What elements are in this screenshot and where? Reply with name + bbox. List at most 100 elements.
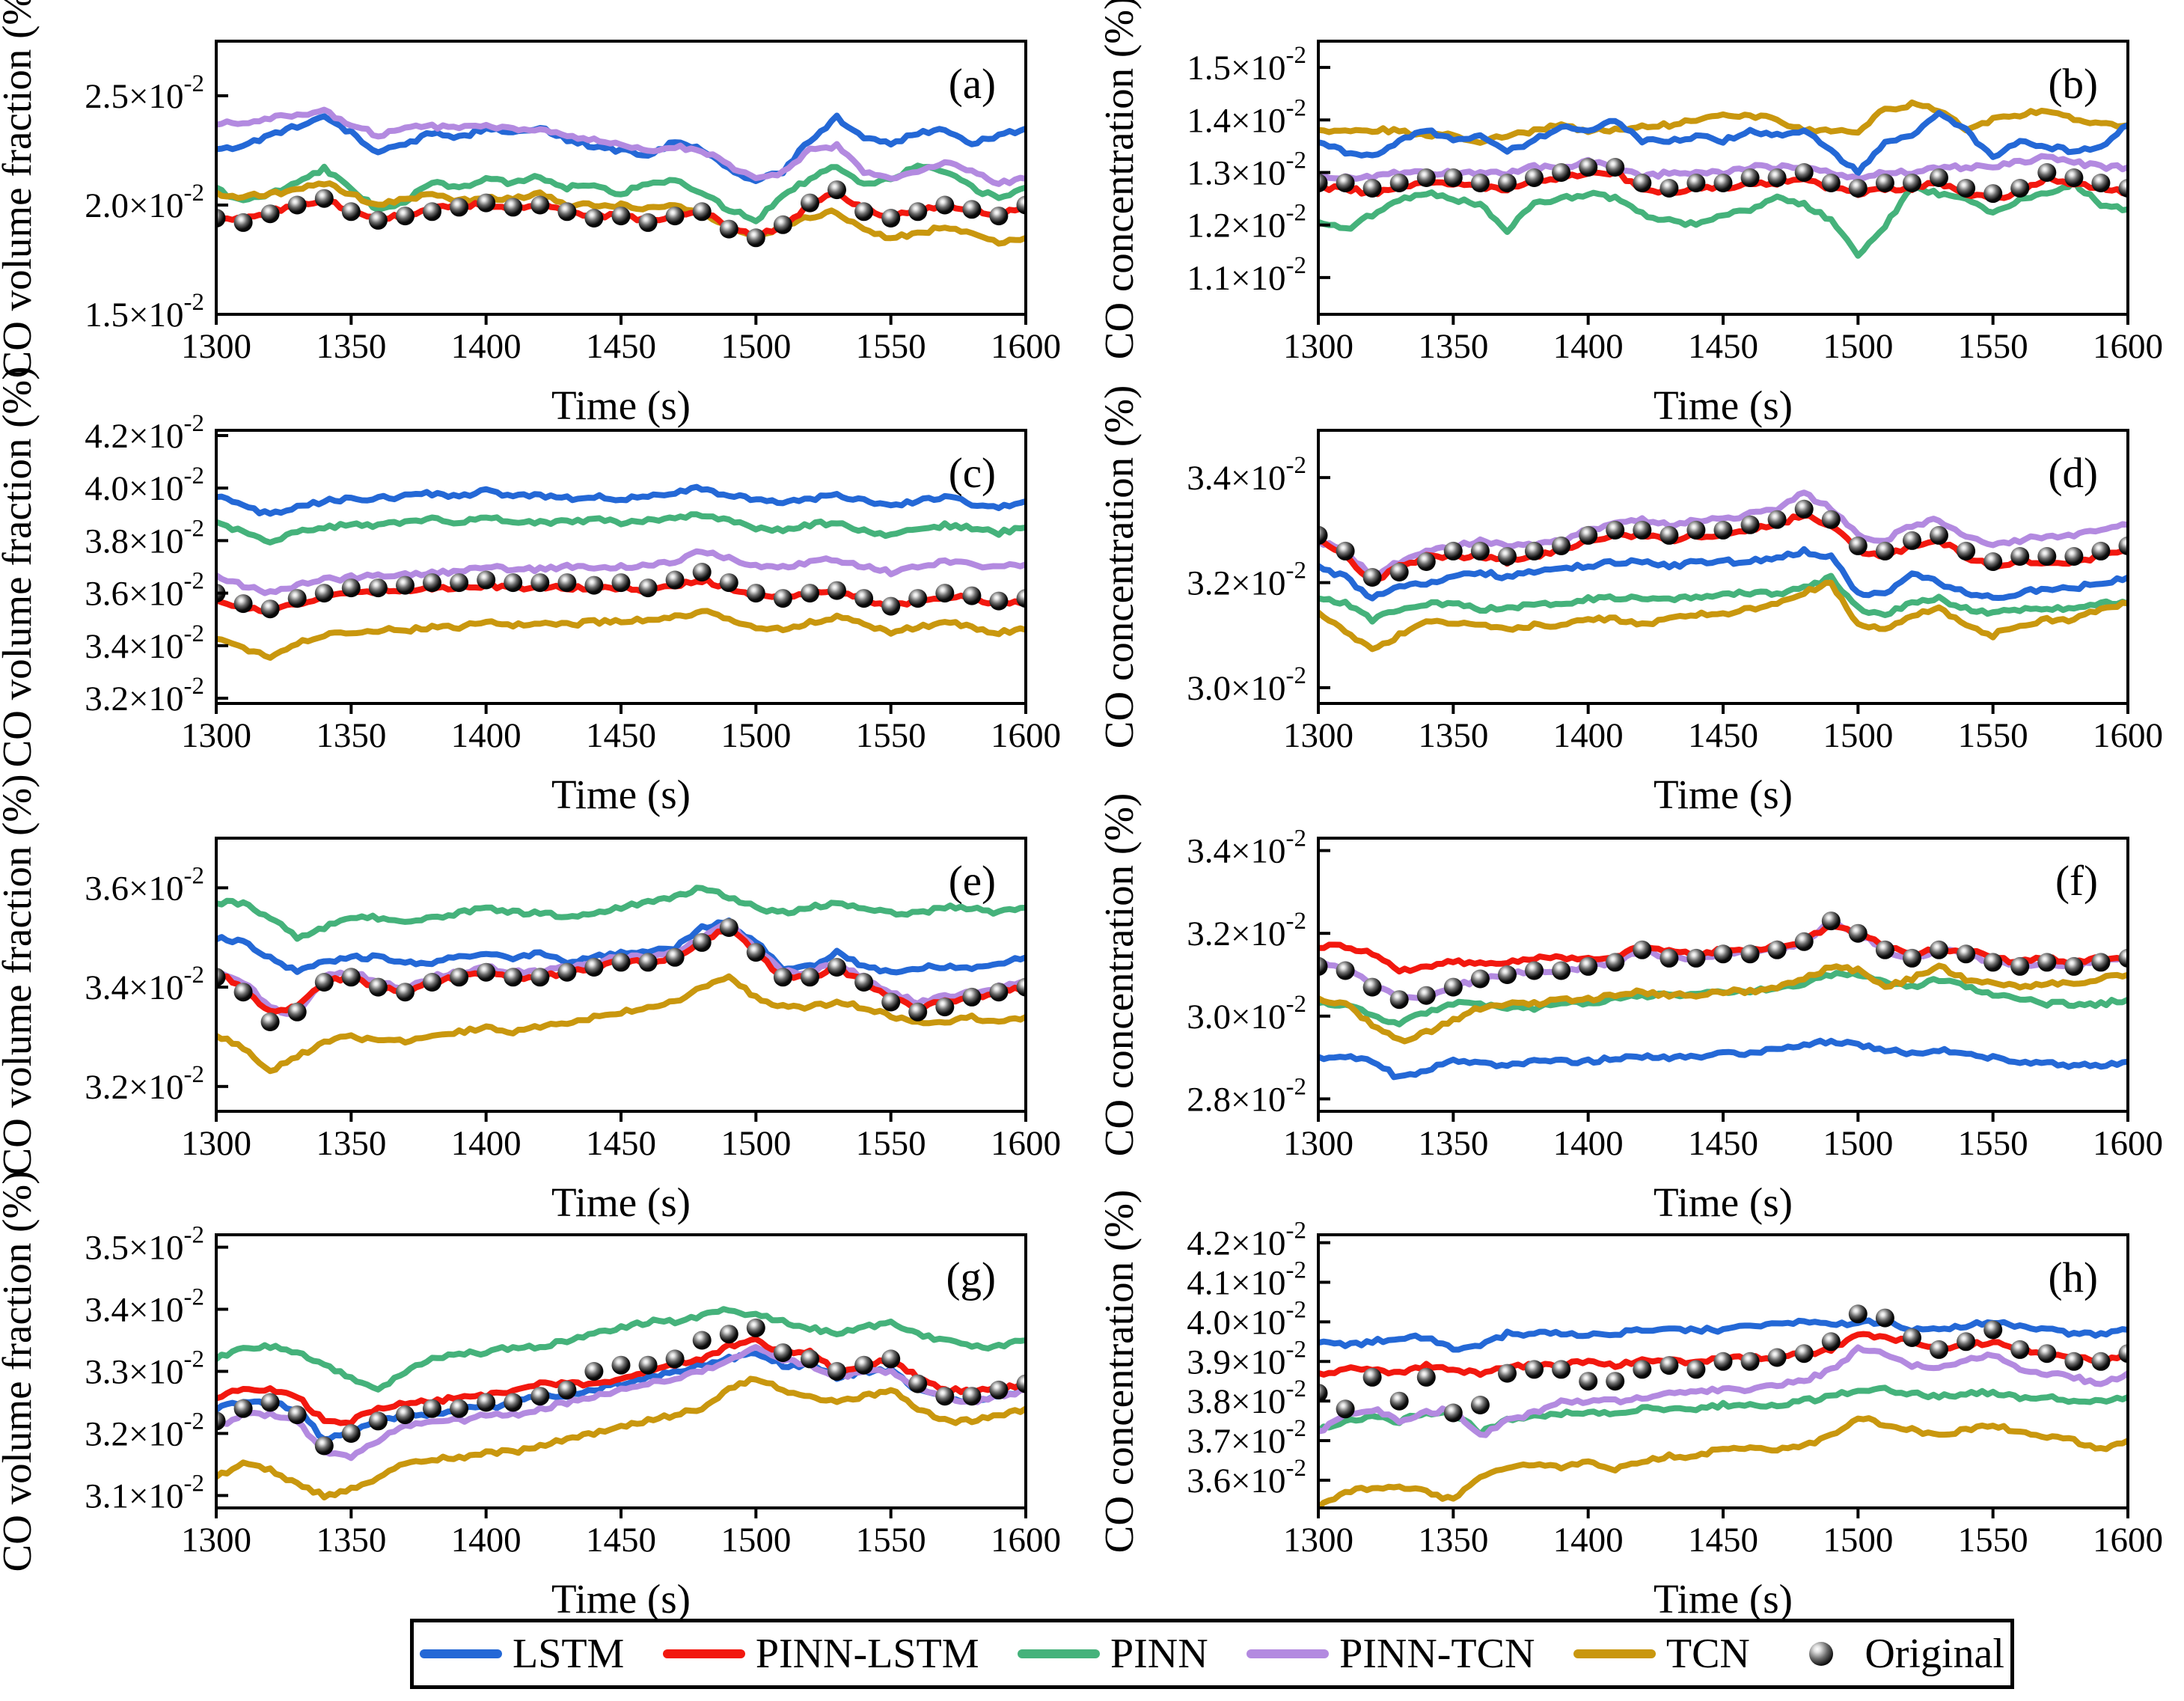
y-tick-label: 3.8×10-2 [85,515,204,561]
x-tick-label: 1400 [1553,716,1624,755]
legend-sphere-marker [1809,1642,1834,1666]
x-tick-label: 1300 [1283,1521,1353,1560]
y-tick-label: 1.3×10-2 [1187,147,1306,192]
panel-label-e: (e) [949,858,996,905]
y-tick-label: 1.5×10-2 [1187,42,1306,88]
series-lstm-line [1320,546,2126,602]
y-tick-label: 3.0×10-2 [1187,662,1306,708]
y-axis-title: CO volume fraction (%) [0,774,40,1175]
y-tick-label: 4.0×10-2 [85,462,204,508]
x-tick-label: 1400 [451,716,521,755]
y-tick-label: 1.1×10-2 [1187,252,1306,298]
x-tick-label: 1550 [856,716,926,755]
legend-box: LSTM PINN-LSTM PINN PINN-TCN TCN Original [410,1619,2014,1689]
x-tick-label: 1450 [1688,1521,1758,1560]
y-tick-label: 3.3×10-2 [85,1346,204,1392]
x-tick-label: 1350 [316,1521,386,1560]
panel-label-d: (d) [2049,450,2098,497]
x-axis-title: Time (s) [1654,1179,1793,1225]
y-tick-label: 3.2×10-2 [1187,558,1306,603]
y-tick-label: 3.0×10-2 [1187,991,1306,1036]
series-pinn-tcn-line [218,1344,1024,1462]
legend-item-pinn-lstm: PINN-LSTM [662,1630,979,1678]
subplot-a: 1300 1350 1400 1450 1500 1550 1600 1.5×10-2 2.0×… [0,0,1061,428]
series-lstm-line [218,112,1024,184]
legend-line-swatch-lstm [420,1649,502,1658]
series-original-points [1320,499,2126,587]
series-original-points [1320,1304,2126,1423]
y-tick-label: 4.0×10-2 [1187,1296,1306,1342]
series-original-points [218,180,1024,248]
series-original-points [1320,911,2126,1010]
x-axis-title: Time (s) [1654,1576,1793,1622]
x-tick-label: 1500 [1823,327,1893,366]
series-lstm-line [218,483,1024,517]
series-pinn-line [218,885,1024,942]
series-tcn-line [1320,1415,2126,1506]
y-axis-title: CO concentration (%) [1096,793,1142,1157]
y-tick-label: 3.2×10-2 [85,673,204,718]
x-axis-title: Time (s) [1654,772,1793,817]
subplot-h: 1300 1350 1400 1450 1500 1550 1600 3.6×10-23.7×… [1096,1190,2163,1622]
x-tick-label: 1350 [1418,1521,1488,1560]
legend-item-tcn: TCN [1573,1630,1750,1678]
x-tick-label: 1400 [1553,1521,1624,1560]
x-tick-label: 1600 [2093,716,2163,755]
y-tick-label: 2.8×10-2 [1187,1073,1306,1119]
y-tick-label: 3.7×10-2 [1187,1415,1306,1461]
x-tick-label: 1400 [451,1521,521,1560]
x-tick-label: 1450 [586,1521,656,1560]
series-pinn-line [218,1306,1024,1393]
y-tick-label: 2.0×10-2 [85,180,204,225]
y-tick-label: 3.4×10-2 [85,962,204,1007]
series-tcn-line [218,973,1024,1075]
series-original-points [1320,158,2126,204]
legend-label: PINN [1110,1631,1208,1677]
y-axis-title: CO concentration (%) [1096,385,1142,749]
x-tick-label: 1350 [1418,327,1488,366]
legend-label: PINN-TCN [1339,1631,1535,1677]
legend-item-original: Original [1788,1630,2004,1678]
y-tick-label: 3.5×10-2 [85,1222,204,1268]
panel-label-g: (g) [946,1254,996,1301]
series-original-points [218,1318,1024,1456]
y-tick-label: 4.1×10-2 [1187,1256,1306,1302]
y-tick-label: 3.2×10-2 [85,1408,204,1453]
y-tick-label: 1.2×10-2 [1187,200,1306,245]
x-tick-label: 1450 [1688,327,1758,366]
x-tick-label: 1350 [316,1124,386,1163]
y-tick-label: 3.6×10-2 [85,862,204,908]
x-tick-label: 1350 [1418,1124,1488,1163]
y-tick-label: 3.4×10-2 [1187,825,1306,871]
series-tcn-line [1320,99,2126,146]
y-tick-label: 3.4×10-2 [85,620,204,666]
panel-label-c: (c) [949,450,996,497]
x-tick-label: 1550 [856,1521,926,1560]
x-tick-label: 1600 [2093,1124,2163,1163]
x-tick-label: 1500 [721,716,791,755]
legend-label: LSTM [513,1631,625,1677]
y-tick-label: 3.2×10-2 [85,1061,204,1107]
x-axis-title: Time (s) [551,772,691,817]
x-tick-label: 1450 [586,1124,656,1163]
series-pinn-tcn-line [218,106,1024,187]
y-tick-label: 3.4×10-2 [1187,452,1306,498]
series-original-points [218,563,1024,619]
legend-line-swatch-pinn-lstm [662,1649,745,1658]
panel-label-f: (f) [2055,858,2098,905]
x-tick-label: 1500 [721,1124,791,1163]
y-axis-title: CO volume fraction (%) [0,1170,40,1572]
x-tick-label: 1550 [1958,1124,2028,1163]
y-tick-label: 3.1×10-2 [85,1470,204,1515]
x-tick-label: 1500 [1823,1521,1893,1560]
x-tick-label: 1400 [1553,327,1624,366]
series-pinn-line [218,511,1024,546]
x-axis-title: Time (s) [551,1179,691,1225]
x-tick-label: 1600 [991,327,1061,366]
series-tcn-line [218,1375,1024,1500]
y-tick-label: 1.5×10-2 [85,289,204,335]
y-tick-label: 3.4×10-2 [85,1284,204,1330]
x-tick-label: 1450 [1688,716,1758,755]
x-tick-label: 1500 [1823,1124,1893,1163]
